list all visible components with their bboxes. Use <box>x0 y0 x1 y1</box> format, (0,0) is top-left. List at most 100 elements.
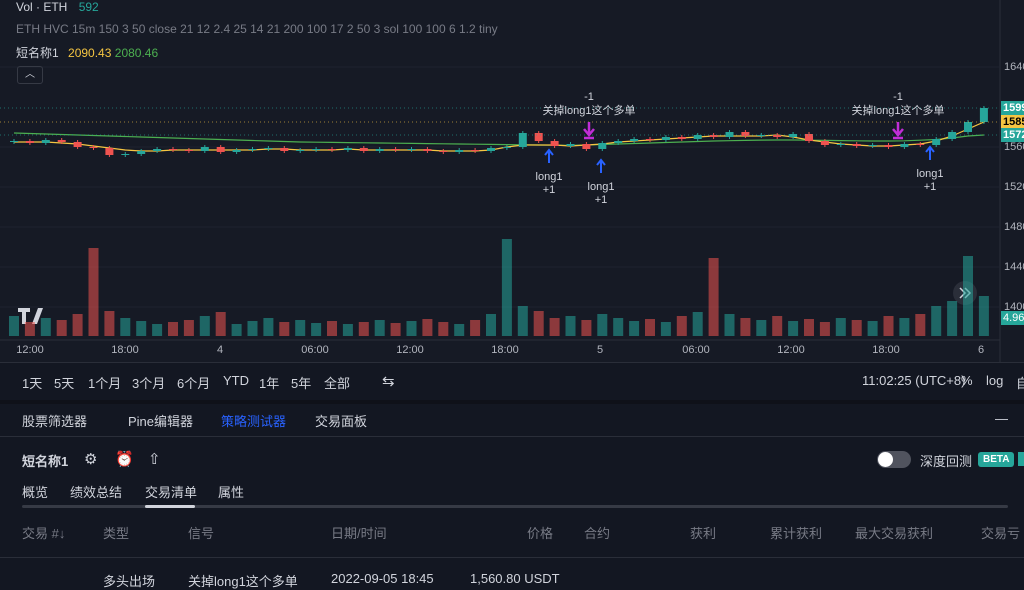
volume-bar <box>660 322 671 336</box>
candle <box>502 147 511 148</box>
candle <box>487 148 495 151</box>
volume-bar <box>883 316 894 336</box>
volume-bar <box>740 318 751 336</box>
volume-bar <box>978 296 989 336</box>
candle <box>836 144 845 145</box>
tab[interactable]: 策略测试器 <box>221 414 287 429</box>
volume-bar <box>24 322 35 336</box>
exit-label: 关掉long1这个多单 <box>543 103 636 117</box>
candle <box>248 149 257 150</box>
auto-toggle[interactable]: 自 <box>1016 376 1024 391</box>
range-button[interactable]: 6个月 <box>177 376 211 391</box>
tab[interactable]: 交易面板 <box>315 414 368 429</box>
x-tick-label: 06:00 <box>682 344 710 356</box>
volume-bar <box>438 322 449 336</box>
candle <box>25 141 34 143</box>
candle <box>677 137 686 139</box>
alert-icon[interactable]: ⏰ <box>115 451 134 468</box>
cell: 1,560.80 USDT <box>470 571 560 586</box>
beta-badge: BETA <box>978 452 1015 467</box>
x-tick-label: 4 <box>217 344 223 356</box>
column-header: 获利 <box>689 526 716 541</box>
candle <box>471 150 480 151</box>
volume-bar <box>40 318 51 336</box>
separator <box>0 362 1024 363</box>
candle <box>757 135 766 136</box>
entry-qty: +1 <box>595 194 608 206</box>
text: Vol · ETH <box>16 0 68 14</box>
range-button[interactable]: 1年 <box>259 376 280 391</box>
volume-bar <box>931 306 942 336</box>
chart-bg <box>0 0 1024 362</box>
candle <box>153 149 162 151</box>
deep-label: 深度回测 <box>920 454 973 469</box>
column-header: 信号 <box>188 526 215 541</box>
export-icon[interactable]: ⇧ <box>148 451 161 468</box>
minimize[interactable]: — <box>995 411 1008 426</box>
candle <box>296 150 305 151</box>
percent-toggle[interactable]: % <box>961 373 973 388</box>
volume-bar <box>788 321 799 336</box>
collapse-button[interactable]: ︿ <box>17 66 43 84</box>
toggle[interactable] <box>877 451 911 468</box>
volume-bar <box>390 323 401 336</box>
volume-bar <box>454 324 465 336</box>
candle <box>979 108 988 122</box>
text: 短名称1 <box>16 46 59 60</box>
entry-label: long1 <box>917 168 944 180</box>
tab[interactable]: 股票筛选器 <box>22 414 88 429</box>
entry-arrow <box>925 145 935 160</box>
strategy-label: 短名称1 2090.43 2080.46 <box>16 44 158 61</box>
volume-bar <box>756 320 767 336</box>
volume-bar <box>295 320 306 336</box>
candle <box>789 134 798 137</box>
range-button[interactable]: 全部 <box>324 376 351 391</box>
candle <box>216 147 225 152</box>
range-button[interactable]: 5天 <box>54 376 75 391</box>
candle <box>73 142 82 147</box>
candle <box>264 148 273 149</box>
candle <box>407 149 416 150</box>
y-tick-label: 1440 <box>1004 261 1024 273</box>
candle <box>693 135 702 139</box>
volume-bar <box>120 318 131 336</box>
volume-bar <box>899 318 910 336</box>
range-button[interactable]: 3个月 <box>132 376 166 391</box>
candle <box>646 139 654 140</box>
volume-bar <box>851 320 862 336</box>
volume-bar <box>549 318 560 336</box>
tab[interactable]: Pine编辑器 <box>128 414 194 429</box>
volume-bar <box>215 312 226 336</box>
range-button[interactable]: 5年 <box>291 376 312 391</box>
entry-arrow <box>544 148 554 163</box>
settings-icon[interactable]: ⚙ <box>84 451 98 468</box>
y-tick-label: 1400 <box>1004 301 1024 313</box>
candle <box>900 144 909 147</box>
volume-bar <box>565 316 576 336</box>
price-tag <box>1001 115 1024 129</box>
price-tag-label: 1599 <box>1003 102 1024 114</box>
candle <box>518 133 527 147</box>
volume-bar <box>199 316 210 336</box>
range-button[interactable]: YTD <box>223 373 249 388</box>
volume-bar <box>279 322 290 336</box>
subtab[interactable]: 属性 <box>218 485 245 500</box>
subtab[interactable]: 概览 <box>22 485 49 500</box>
exit-qty: -1 <box>893 91 903 103</box>
compare-icon[interactable]: ⇆ <box>382 373 395 390</box>
log-toggle[interactable]: log <box>986 373 1004 388</box>
volume-bar <box>629 321 640 336</box>
x-tick-label: 18:00 <box>872 344 900 356</box>
subtab[interactable]: 交易清单 <box>145 485 198 500</box>
candle <box>709 135 718 137</box>
column-header: 交易亏 <box>981 526 1021 541</box>
clock: 11:02:25 (UTC+8) <box>862 373 966 388</box>
column-header: 日期/时间 <box>331 526 387 541</box>
range-button[interactable]: 1天 <box>22 376 43 391</box>
volume-bar <box>676 316 687 336</box>
column-header: 价格 <box>526 526 553 541</box>
range-button[interactable]: 1个月 <box>88 376 122 391</box>
volume-bar <box>470 320 481 336</box>
subtab[interactable]: 绩效总结 <box>70 485 123 500</box>
price-tag <box>1001 128 1024 142</box>
